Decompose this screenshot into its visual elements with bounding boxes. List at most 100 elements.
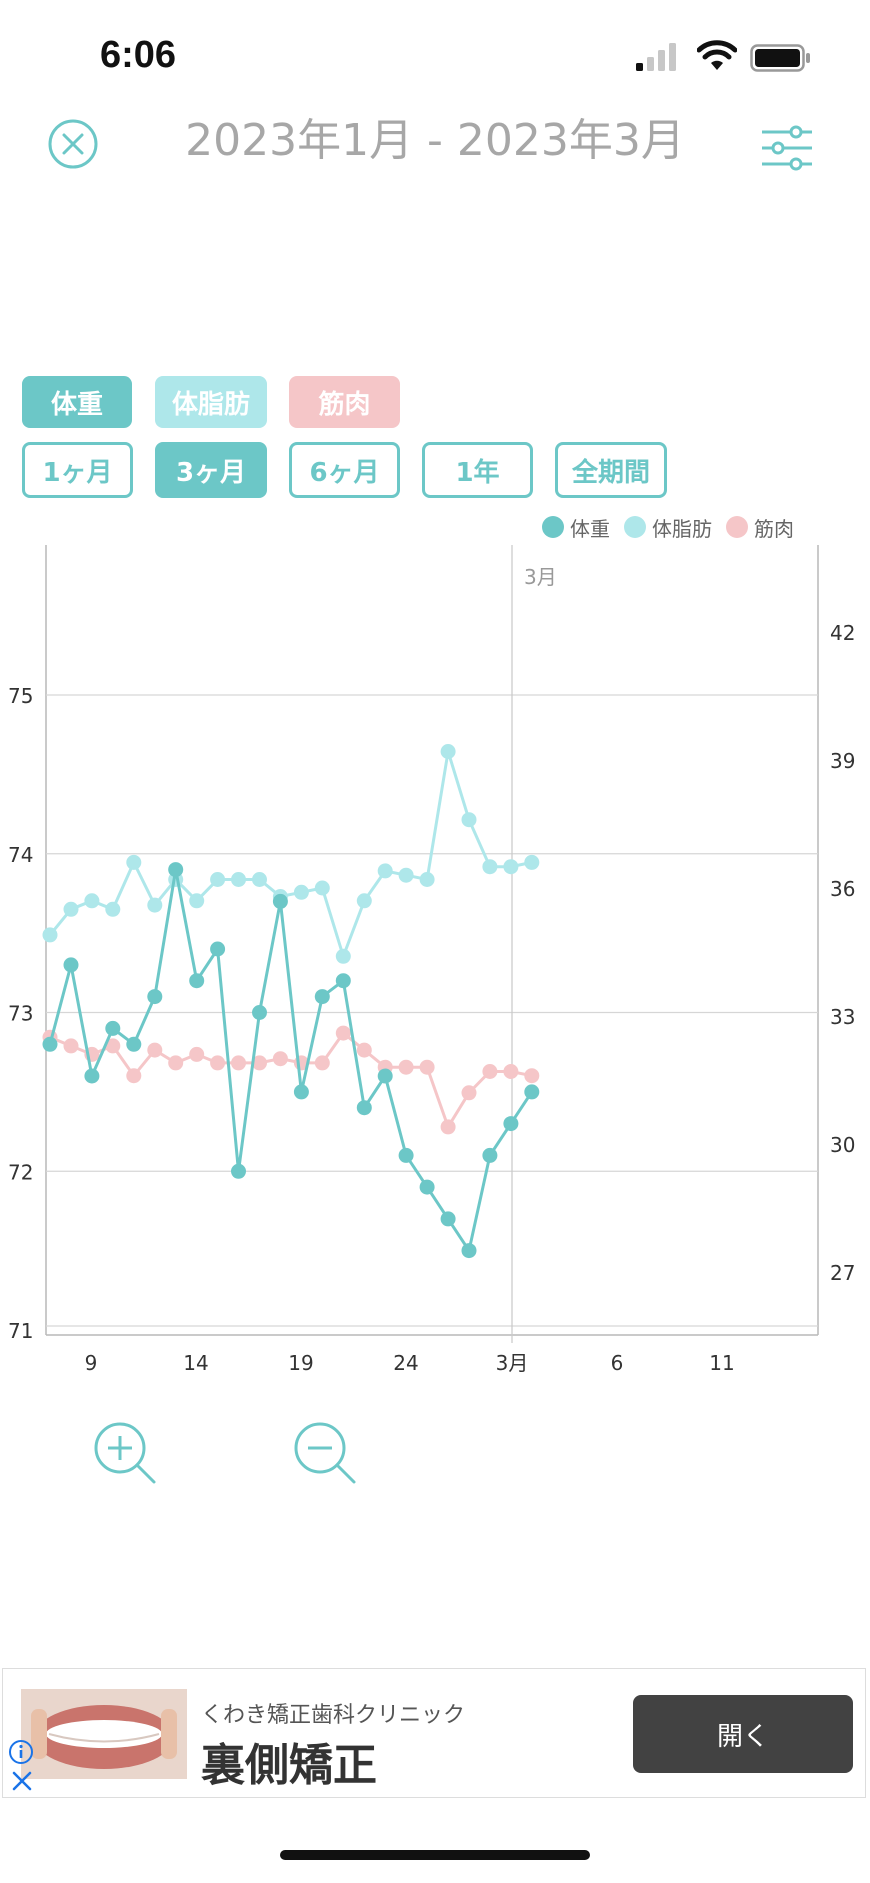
data-point (398, 1059, 414, 1075)
data-point (398, 867, 414, 883)
data-point (189, 1046, 205, 1062)
home-indicator[interactable] (280, 1850, 590, 1860)
x-tick-label: 6 (611, 1351, 624, 1375)
data-point (440, 1211, 456, 1227)
legend-label-body-fat: 体脂肪 (652, 516, 712, 541)
legend-dot-body-fat (624, 516, 646, 538)
data-point (419, 872, 435, 887)
data-point (419, 1179, 435, 1195)
range-3-months[interactable]: 3ヶ月 (155, 442, 267, 498)
data-point (252, 1055, 267, 1071)
series-line (49, 1030, 533, 1131)
ad-image (21, 1689, 187, 1779)
data-point (63, 957, 79, 973)
chart-grid: 3月 (45, 545, 819, 1343)
data-point (126, 854, 142, 870)
ad-close-icon[interactable] (10, 1769, 34, 1793)
data-point (210, 1055, 226, 1071)
data-point (356, 1042, 372, 1058)
data-point (272, 1051, 288, 1067)
metric-chip-muscle[interactable]: 筋肉 (289, 376, 400, 428)
data-point (168, 1055, 184, 1071)
zoom-in-icon[interactable] (90, 1418, 170, 1498)
right-axis-labels: 27 30 33 36 39 42 (830, 621, 855, 1285)
x-tick-label: 14 (183, 1351, 208, 1375)
ad-headline: 裏側矯正 (201, 1740, 377, 1791)
data-point (377, 863, 393, 879)
data-point (189, 973, 205, 989)
y-right-tick-label: 36 (830, 877, 855, 901)
data-point (231, 1055, 246, 1071)
x-tick-label: 9 (85, 1351, 98, 1375)
x-tick-label: 3月 (496, 1351, 529, 1375)
ad-open-button[interactable]: 開く (633, 1695, 853, 1773)
range-1-year[interactable]: 1年 (422, 442, 533, 498)
cellular-signal-icon (636, 43, 676, 71)
y-left-tick-label: 71 (8, 1319, 33, 1343)
series-layer (42, 744, 540, 1259)
data-point (503, 1116, 519, 1132)
data-point (126, 1036, 142, 1052)
x-tick-label: 19 (288, 1351, 313, 1375)
ad-banner[interactable]: くわき矯正歯科クリニック 裏側矯正 開く (2, 1668, 866, 1798)
weight-trend-chart[interactable]: 3月 71 72 73 74 75 27 30 33 36 39 42 9 14 19 24 3月 6 11 (0, 540, 870, 1380)
metric-chip-weight[interactable]: 体重 (22, 376, 132, 428)
data-point (84, 893, 100, 909)
data-point (314, 989, 330, 1005)
data-point (524, 854, 540, 870)
status-bar: 6:06 (0, 0, 870, 100)
close-button[interactable] (47, 118, 99, 170)
range-all-time[interactable]: 全期間 (555, 442, 667, 498)
legend-dot-weight (542, 516, 564, 538)
range-1-month[interactable]: 1ヶ月 (22, 442, 133, 498)
ad-info-icon[interactable] (8, 1739, 34, 1765)
data-point (419, 1059, 435, 1075)
data-point (293, 1084, 309, 1100)
range-6-months[interactable]: 6ヶ月 (289, 442, 400, 498)
month-marker-label: 3月 (524, 565, 557, 589)
data-point (147, 1042, 163, 1058)
data-point (105, 901, 121, 917)
x-axis-labels: 9 14 19 24 3月 6 11 (85, 1351, 735, 1375)
zoom-out-icon[interactable] (290, 1418, 370, 1498)
y-right-tick-label: 30 (830, 1133, 855, 1157)
data-point (126, 1068, 142, 1084)
data-point (356, 1100, 372, 1116)
settings-sliders-icon[interactable] (760, 124, 814, 172)
legend-dot-muscle (726, 516, 748, 538)
page-title: 2023年1月 - 2023年3月 (185, 115, 685, 166)
data-point (272, 893, 288, 909)
data-point (356, 893, 372, 909)
data-point (231, 1163, 246, 1179)
data-point (482, 1064, 498, 1079)
data-point (524, 1068, 540, 1084)
x-tick-label: 11 (709, 1351, 734, 1375)
ad-sponsor: くわき矯正歯科クリニック (201, 1703, 466, 1728)
data-point (293, 884, 309, 900)
y-right-tick-label: 39 (830, 749, 855, 773)
data-point (105, 1038, 121, 1054)
data-point (210, 941, 226, 957)
metric-chip-body-fat[interactable]: 体脂肪 (155, 376, 267, 428)
data-point (252, 872, 267, 887)
battery-icon (750, 44, 810, 72)
legend-label-weight: 体重 (570, 516, 610, 541)
data-point (84, 1068, 100, 1084)
series-line (48, 751, 533, 961)
y-left-tick-label: 73 (8, 1002, 33, 1026)
data-point (335, 948, 351, 964)
left-axis-labels: 71 72 73 74 75 (8, 684, 33, 1343)
data-point (503, 859, 519, 875)
data-point (461, 812, 477, 828)
data-point (503, 1064, 519, 1079)
data-point (461, 1243, 477, 1259)
y-right-tick-label: 27 (830, 1261, 855, 1285)
chart-legend: 体重 体脂肪 筋肉 (542, 512, 808, 542)
y-left-tick-label: 74 (8, 843, 33, 867)
y-left-tick-label: 72 (8, 1160, 33, 1184)
data-point (42, 927, 58, 943)
data-point (377, 1068, 393, 1084)
data-point (440, 744, 456, 759)
data-point (210, 872, 226, 887)
data-point (335, 1025, 351, 1041)
